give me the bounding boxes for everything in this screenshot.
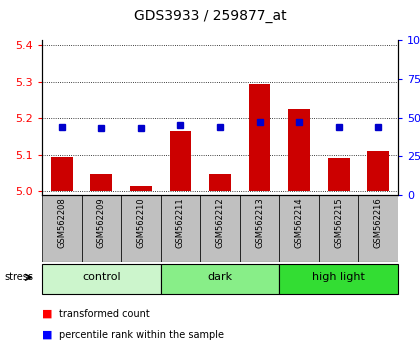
Text: dark: dark [207,272,233,282]
Bar [249,84,270,192]
Text: GSM562210: GSM562210 [136,197,145,248]
Text: GSM562209: GSM562209 [97,197,106,248]
Text: percentile rank within the sample: percentile rank within the sample [59,330,224,340]
Text: GSM562208: GSM562208 [57,197,66,248]
Bar [42,195,81,262]
Bar [319,195,358,262]
Bar [121,195,161,262]
Text: GSM562214: GSM562214 [294,197,304,248]
Bar [130,186,152,192]
Bar [161,195,200,262]
Text: ■: ■ [42,309,52,319]
Bar [288,109,310,192]
Text: stress: stress [4,272,33,282]
Bar [368,151,389,192]
Text: GDS3933 / 259877_at: GDS3933 / 259877_at [134,9,286,23]
Bar [81,195,121,262]
Text: GSM562212: GSM562212 [215,197,225,248]
Text: GSM562211: GSM562211 [176,197,185,248]
Text: ■: ■ [42,330,52,340]
Text: GSM562216: GSM562216 [374,197,383,248]
Bar [240,195,279,262]
Text: GSM562215: GSM562215 [334,197,343,248]
Text: GSM562213: GSM562213 [255,197,264,248]
Bar [42,264,161,294]
Text: control: control [82,272,121,282]
Bar [161,264,279,294]
Bar [170,131,192,192]
Bar [90,174,112,192]
Text: transformed count: transformed count [59,309,150,319]
Text: high light: high light [312,272,365,282]
Bar [279,264,398,294]
Bar [328,158,349,192]
Bar [358,195,398,262]
Bar [209,174,231,192]
Bar [279,195,319,262]
Bar [51,157,73,192]
Bar [200,195,240,262]
